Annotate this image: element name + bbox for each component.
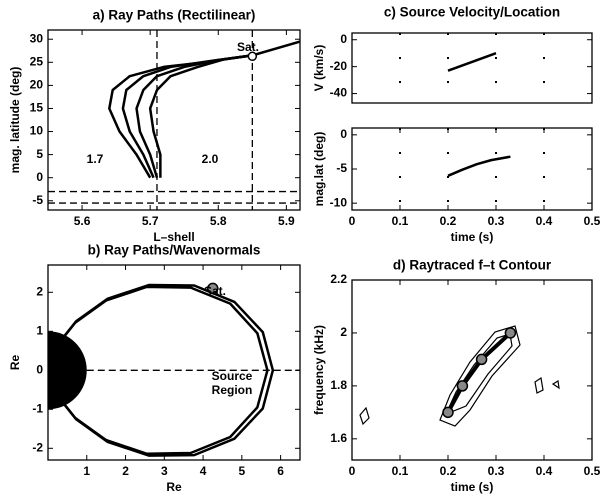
y-tick-label: 2 bbox=[36, 284, 43, 298]
chart-title: d) Raytraced f–t Contour bbox=[393, 258, 552, 273]
y-tick-label: 10 bbox=[30, 124, 44, 138]
x-tick-label: 5.6 bbox=[74, 214, 91, 228]
x-tick-label: 0.2 bbox=[440, 464, 457, 478]
y-tick-label: -5 bbox=[32, 193, 43, 207]
chart-title: a) Ray Paths (Rectilinear) bbox=[93, 8, 256, 23]
x-tick-label: 0.5 bbox=[584, 464, 601, 478]
y-axis-label: V (km/s) bbox=[312, 45, 326, 92]
annotation: Region bbox=[212, 383, 253, 397]
axes-frame bbox=[47, 29, 301, 211]
y-tick-label: 0 bbox=[36, 362, 43, 376]
x-tick-label: 5.7 bbox=[142, 214, 159, 228]
plot-area bbox=[399, 128, 545, 210]
annotation: Sat. bbox=[237, 40, 259, 54]
y-tick-label: 1.6 bbox=[330, 431, 347, 445]
data-line bbox=[135, 54, 253, 179]
y-tick-label: 25 bbox=[30, 54, 44, 68]
data-line bbox=[55, 285, 269, 456]
x-tick-label: 5.9 bbox=[278, 214, 295, 228]
x-tick-label: 0.2 bbox=[440, 214, 457, 228]
data-point bbox=[442, 406, 454, 419]
chart-title: b) Ray Paths/Wavenormals bbox=[88, 243, 261, 258]
axes-frame bbox=[47, 264, 301, 461]
x-tick-label: 0.1 bbox=[392, 214, 409, 228]
plot-area bbox=[399, 33, 545, 103]
annotation: Source bbox=[212, 369, 253, 383]
axes-frame bbox=[351, 32, 593, 104]
data-line bbox=[447, 52, 497, 72]
y-axis-label: Re bbox=[8, 355, 22, 371]
y-tick-label: 20 bbox=[30, 78, 44, 92]
x-tick-label: 0 bbox=[349, 214, 356, 228]
annotation: 2.0 bbox=[202, 152, 219, 166]
x-axis-label: L–shell bbox=[153, 230, 194, 244]
data-line bbox=[447, 155, 511, 177]
plot-area bbox=[48, 30, 300, 210]
x-axis-label: Re bbox=[166, 480, 182, 494]
y-tick-label: -2 bbox=[32, 440, 43, 454]
y-tick-label: -1 bbox=[32, 401, 43, 415]
contour bbox=[359, 325, 560, 427]
x-tick-label: 5.8 bbox=[210, 214, 227, 228]
y-axis-label: mag.lat (deg) bbox=[312, 132, 326, 207]
earth bbox=[48, 331, 87, 410]
plot-area bbox=[442, 327, 517, 419]
y-tick-label: 2.2 bbox=[330, 272, 347, 286]
data-point bbox=[207, 282, 219, 295]
plot-area bbox=[48, 282, 300, 457]
x-tick-label: 2 bbox=[122, 464, 129, 478]
x-tick-label: 3 bbox=[161, 464, 168, 478]
y-tick-label: -20 bbox=[330, 59, 348, 73]
data-line bbox=[148, 54, 253, 178]
data-point bbox=[247, 51, 258, 62]
x-tick-label: 1 bbox=[83, 464, 90, 478]
x-tick-label: 6 bbox=[277, 464, 284, 478]
x-tick-label: 4 bbox=[200, 464, 207, 478]
y-tick-label: 1.8 bbox=[330, 378, 347, 392]
chart-title: c) Source Velocity/Location bbox=[384, 5, 560, 20]
y-axis-label: mag. latitude (deg) bbox=[8, 67, 22, 174]
x-axis-label: time (s) bbox=[451, 230, 494, 244]
x-tick-label: 5 bbox=[239, 464, 246, 478]
y-tick-label: 30 bbox=[30, 31, 44, 45]
x-axis-label: time (s) bbox=[451, 480, 494, 494]
y-tick-label: 0 bbox=[340, 127, 347, 141]
x-tick-label: 0 bbox=[349, 464, 356, 478]
data-point bbox=[475, 353, 488, 366]
y-tick-label: 2 bbox=[340, 325, 347, 339]
axes-frame bbox=[351, 279, 593, 461]
x-tick-label: 0.3 bbox=[488, 464, 505, 478]
y-tick-label: -40 bbox=[330, 86, 348, 100]
y-tick-label: 0 bbox=[36, 170, 43, 184]
data-point bbox=[456, 380, 469, 392]
annotation: 1.7 bbox=[87, 152, 104, 166]
data-point bbox=[504, 327, 517, 339]
x-tick-label: 0.1 bbox=[392, 464, 409, 478]
x-tick-label: 0.5 bbox=[584, 214, 601, 228]
x-tick-label: 0.4 bbox=[536, 214, 553, 228]
x-tick-label: 0.4 bbox=[536, 464, 553, 478]
annotation: Sat. bbox=[204, 284, 226, 298]
y-axis-label: frequency (kHz) bbox=[312, 325, 326, 415]
axes-frame bbox=[351, 127, 593, 211]
x-tick-label: 0.3 bbox=[488, 214, 505, 228]
y-tick-label: -10 bbox=[330, 195, 348, 209]
data-line bbox=[446, 331, 512, 414]
y-tick-label: 5 bbox=[36, 147, 43, 161]
y-tick-label: -5 bbox=[336, 161, 347, 175]
y-tick-label: 15 bbox=[30, 101, 44, 115]
y-tick-label: 1 bbox=[36, 323, 43, 337]
y-tick-label: 0 bbox=[340, 32, 347, 46]
